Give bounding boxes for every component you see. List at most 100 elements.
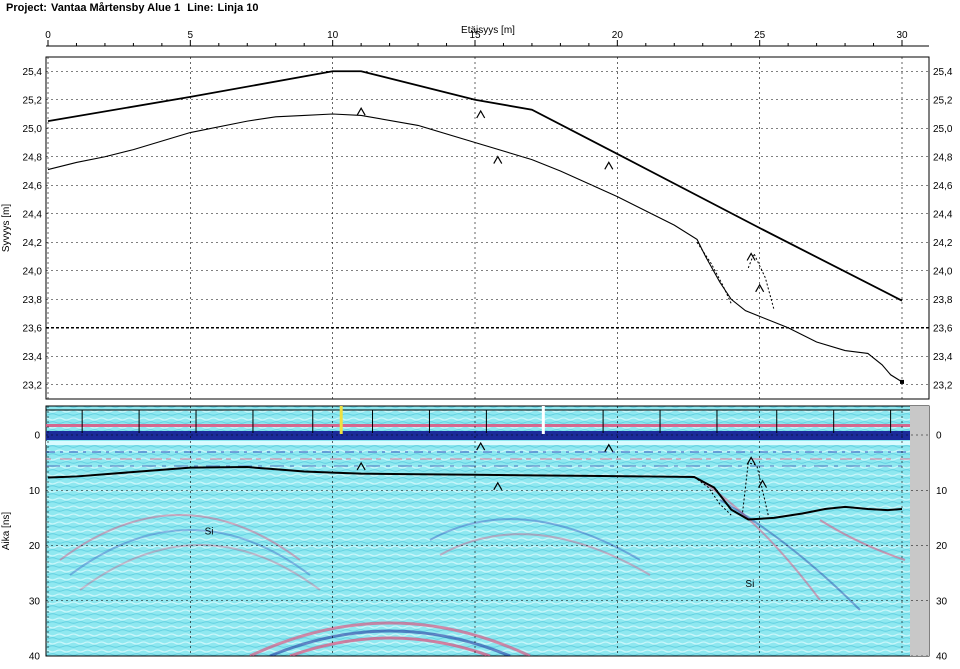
caret-marker <box>746 252 756 261</box>
y-tick-label-left: 24,6 <box>23 181 43 192</box>
radargram-markers <box>356 441 768 491</box>
si-annotation: Si <box>745 579 754 590</box>
hyperbola-left <box>59 514 301 561</box>
trace-marks <box>46 406 910 434</box>
direct-wave-dark-band <box>46 431 910 440</box>
hyperbola-center <box>249 621 531 656</box>
hyperbola-mid <box>429 518 641 561</box>
y-tick-label-left: 24,8 <box>23 152 43 163</box>
caret-marker <box>755 283 765 293</box>
y-tick-label-right: 0 <box>936 431 942 442</box>
y-tick-label-right: 23,6 <box>933 323 953 334</box>
caret-marker <box>604 443 614 453</box>
y-tick-label-left: 24,0 <box>23 266 43 277</box>
caret-marker <box>356 461 366 471</box>
x-axis-ticks: 0 5 10 15 20 25 30 <box>45 30 908 46</box>
x-axis-label: Etäisyys [m] <box>461 25 515 36</box>
radargram-chart: 0 0 10 10 20 20 30 30 40 40 Si Si <box>29 405 948 663</box>
y-tick-label-right: 25,0 <box>933 124 953 135</box>
x-tick-label: 20 <box>612 30 624 41</box>
si-annotation: Si <box>205 526 214 537</box>
radargram-texture <box>46 406 929 656</box>
y-tick-label-right: 23,4 <box>933 352 953 363</box>
y-tick-label-right: 30 <box>936 596 948 607</box>
elevation-series <box>47 70 904 384</box>
y-tick-label-left: 25,0 <box>23 124 43 135</box>
hyperbola-mid-2 <box>439 533 651 576</box>
hyperbola-left-2 <box>69 529 311 576</box>
caret-marker <box>493 481 503 491</box>
direct-wave-pink-band <box>46 424 910 427</box>
y-tick-label-left: 23,8 <box>23 295 43 306</box>
interface-polyline <box>47 466 903 521</box>
y-tick-label-left: 10 <box>29 486 41 497</box>
y-tick-label-left: 23,2 <box>23 380 43 391</box>
elevation-plot-area <box>45 56 930 400</box>
dashed-segment <box>747 252 775 310</box>
caret-marker <box>757 479 768 488</box>
y-tick-label-right: 23,2 <box>933 380 953 391</box>
hyperbola-right-2 <box>719 499 861 611</box>
hyperbola-left-3 <box>79 544 321 591</box>
y-tick-label-right: 25,2 <box>933 95 953 106</box>
y-tick-label-right: 23,8 <box>933 295 953 306</box>
y-tick-label-right: 10 <box>936 486 948 497</box>
elevation-chart: 23,2 23,2 23,4 23,4 23,6 23,6 23,8 23,8 24,0 24,0… <box>23 56 953 400</box>
y-tick-label-left: 25,2 <box>23 95 43 106</box>
project-header: Project: Vantaa Mårtensby Alue 1 Line: Lin… <box>6 2 262 14</box>
reflection-right-edge <box>819 519 906 561</box>
hyperbola-center-3 <box>289 636 491 656</box>
y-tick-label-left: 30 <box>29 596 41 607</box>
y-axis-label-time: Aika [ns] <box>1 512 12 551</box>
project-label: Project: <box>6 2 47 14</box>
interface-line <box>47 113 903 383</box>
y-tick-label-right: 24,2 <box>933 238 953 249</box>
project-name: Vantaa Mårtensby Alue 1 <box>50 2 181 14</box>
y-tick-label-right: 40 <box>936 652 948 663</box>
y-tick-label-right: 24,6 <box>933 181 953 192</box>
radargram-edge-grey <box>910 406 929 656</box>
white-marker <box>541 406 545 434</box>
caret-marker <box>493 155 503 164</box>
x-tick-label: 25 <box>754 30 766 41</box>
hyperbola-right <box>699 479 821 601</box>
x-tick-label: 0 <box>45 30 51 41</box>
interface-line <box>47 461 903 521</box>
caret-marker <box>476 441 486 451</box>
radargram-grid <box>46 406 929 657</box>
y-tick-label-right: 24,8 <box>933 152 953 163</box>
x-tick-label: 5 <box>188 30 194 41</box>
line-name: Linja 10 <box>217 2 259 14</box>
y-tick-label-right: 24,0 <box>933 266 953 277</box>
end-point-marker <box>900 379 904 384</box>
line-label: Line: <box>187 2 214 14</box>
y-tick-label-left: 24,4 <box>23 209 43 220</box>
elevation-tick-labels: 23,2 23,2 23,4 23,4 23,6 23,6 23,8 23,8 24,0 24,0… <box>23 67 953 392</box>
y-tick-label-left: 24,2 <box>23 238 43 249</box>
y-tick-label-left: 40 <box>29 652 41 663</box>
x-tick-label: 15 <box>469 30 481 41</box>
elevation-grid <box>46 57 929 399</box>
caret-marker <box>604 161 614 170</box>
x-tick-label: 30 <box>896 30 908 41</box>
caret-marker <box>746 456 756 465</box>
elevation-markers <box>356 106 765 293</box>
caret-marker <box>476 109 486 119</box>
radargram-tick-labels: 0 0 10 10 20 20 30 30 40 40 <box>29 431 948 663</box>
surface-line <box>47 70 903 302</box>
x-tick-label: 10 <box>327 30 339 41</box>
y-tick-label-left: 0 <box>34 431 40 442</box>
y-tick-label-left: 25,4 <box>23 67 43 78</box>
y-tick-label-left: 20 <box>29 541 41 552</box>
y-tick-label-left: 23,4 <box>23 352 43 363</box>
radargram-annotations: Si Si <box>205 526 755 589</box>
caret-marker <box>356 106 366 116</box>
y-tick-label-right: 20 <box>936 541 948 552</box>
y-axis-label-depth: Syvyys [m] <box>1 204 12 253</box>
dashed-overlay <box>693 476 732 516</box>
dashed-segment <box>696 241 732 304</box>
direct-wave-light-band <box>46 441 910 445</box>
y-tick-label-right: 24,4 <box>933 209 953 220</box>
